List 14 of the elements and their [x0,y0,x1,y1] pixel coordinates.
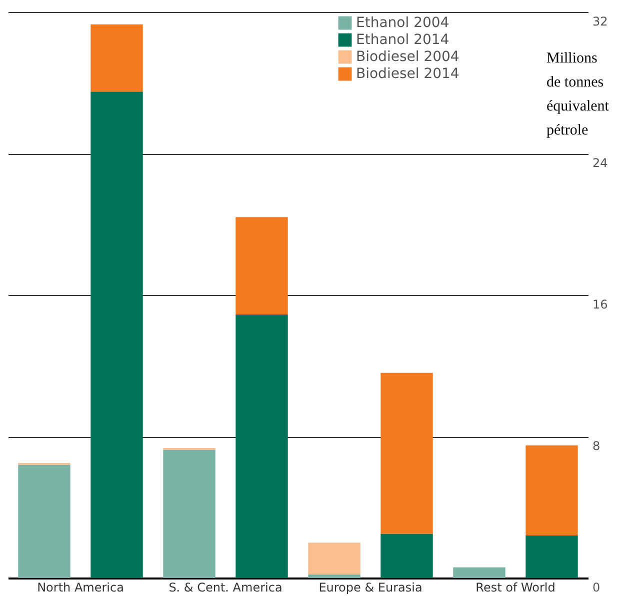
y-tick-label: 8 [592,439,600,453]
x-tick-label: North America [37,580,124,594]
y-tick-label: 32 [592,14,608,28]
x-tick-label: Rest of World [476,580,556,594]
legend-label: Ethanol 2004 [356,15,450,31]
x-tick-label: Europe & Eurasia [318,580,422,594]
y-tick-label: 24 [592,156,608,170]
x-tick-label: S. & Cent. America [168,580,282,594]
legend-label: Biodiesel 2014 [356,66,460,82]
y-tick-label: 16 [592,298,608,312]
y-tick-label: 0 [592,580,600,594]
legend-label: Ethanol 2014 [356,32,450,48]
legend-label: Biodiesel 2004 [356,49,460,65]
y-axis-title: Millions de tonnes équivalent pétrole [546,50,610,138]
